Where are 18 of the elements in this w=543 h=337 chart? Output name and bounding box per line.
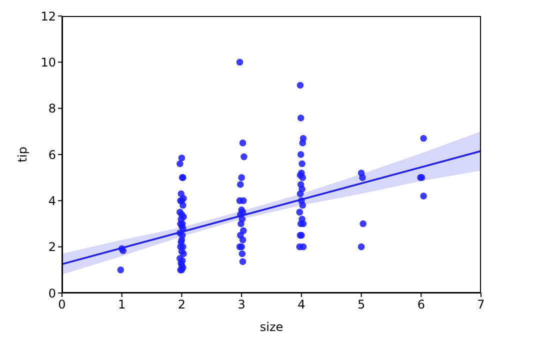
x-tick-label: 1: [118, 298, 126, 312]
x-tick-label: 4: [298, 298, 306, 312]
x-tick-label: 3: [238, 298, 246, 312]
y-tick-label: 0: [48, 286, 56, 300]
y-axis-title: tip: [15, 146, 30, 162]
line-series: [62, 150, 481, 266]
y-tick-label: 4: [48, 194, 56, 208]
x-axis-title: size: [260, 320, 284, 334]
y-tick-label: 12: [40, 9, 56, 24]
y-tick-label: 10: [40, 55, 56, 70]
x-tick-label: 6: [417, 298, 425, 312]
x-tick-label: 7: [477, 298, 485, 312]
x-tick-label: 5: [357, 298, 366, 312]
y-tick-label: 6: [48, 148, 56, 162]
x-tick-label: 2: [178, 298, 186, 312]
x-tick-label: 0: [58, 298, 66, 312]
y-tick-label: 8: [48, 102, 56, 116]
y-tick-label: 2: [48, 240, 56, 254]
